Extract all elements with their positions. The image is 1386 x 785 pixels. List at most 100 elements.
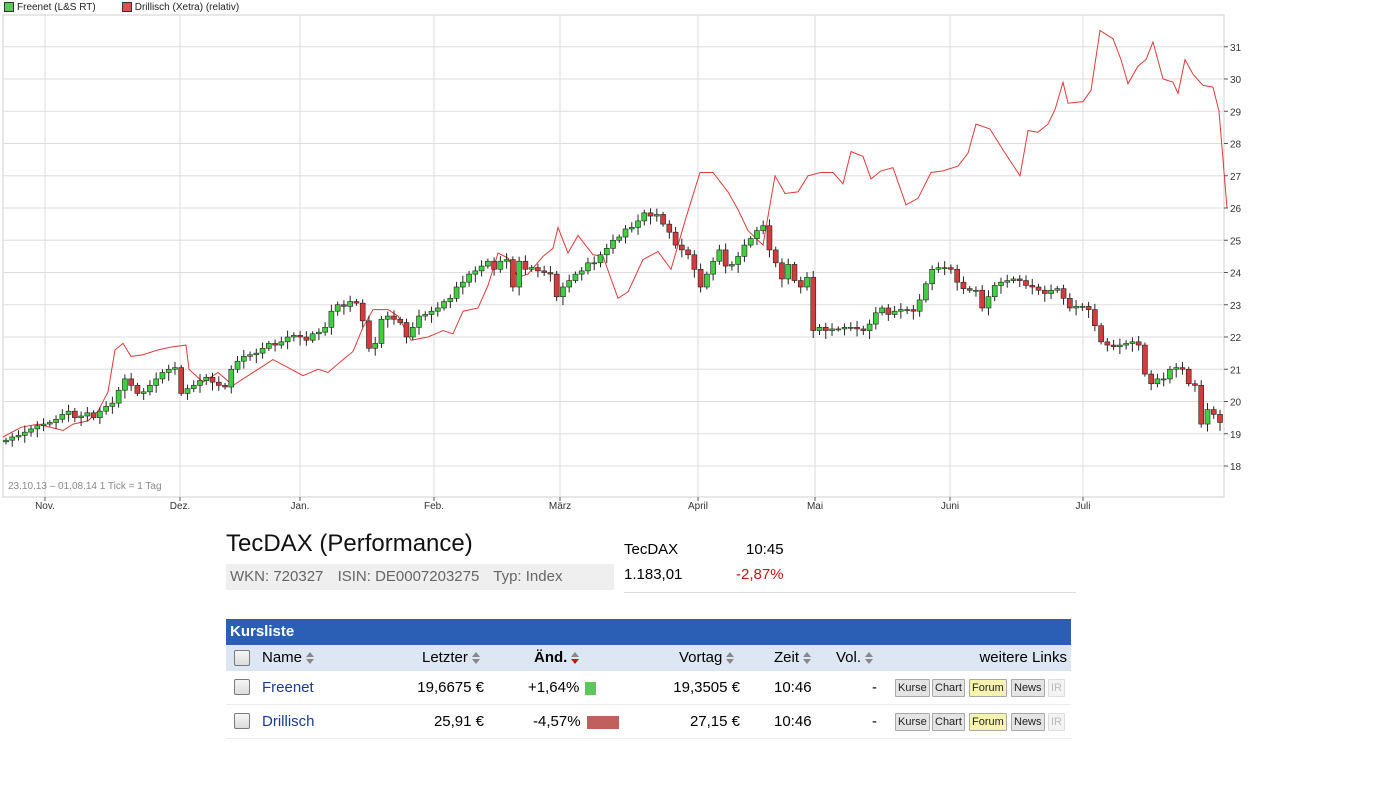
sort-icon[interactable]: [725, 651, 735, 665]
row-letzter: 19,6675 €: [417, 679, 484, 696]
forum-button[interactable]: Forum: [969, 679, 1007, 697]
candle-body: [697, 268, 704, 288]
chart-grid: [2, 14, 1225, 498]
col-zeit[interactable]: Zeit: [774, 645, 812, 671]
y-tick-label: 24: [1230, 269, 1242, 280]
candle-body: [353, 301, 360, 304]
chart-button[interactable]: Chart: [932, 713, 965, 731]
candle: [741, 239, 748, 262]
candle-body: [322, 327, 328, 333]
candle: [729, 261, 735, 271]
candle: [272, 339, 278, 352]
candle-body: [209, 377, 216, 383]
candle: [616, 234, 623, 243]
candle-body: [190, 385, 197, 389]
y-tick-label: 21: [1230, 365, 1242, 376]
candle-body: [397, 318, 404, 323]
candle: [1210, 406, 1217, 419]
candle-body: [804, 277, 810, 288]
candle-body: [541, 270, 547, 273]
candle-body: [791, 264, 798, 281]
candle-body: [378, 318, 385, 344]
candle-body: [59, 414, 66, 420]
candle: [15, 430, 22, 441]
candle-body: [372, 343, 379, 349]
candle: [891, 306, 898, 318]
candle-body: [516, 260, 522, 288]
candle: [1135, 336, 1142, 351]
candle-body: [747, 238, 754, 246]
row-name-link[interactable]: Drillisch: [262, 713, 315, 730]
quote-name: TecDAX: [624, 541, 679, 558]
col-name-label: Name: [262, 649, 303, 666]
candle: [291, 332, 297, 342]
candle: [140, 387, 147, 400]
sort-icon[interactable]: [305, 651, 315, 665]
candle-body: [184, 388, 191, 394]
row-checkbox[interactable]: [234, 713, 250, 729]
candle: [935, 262, 942, 273]
candle-body: [779, 262, 785, 280]
row-vortag: 27,15 €: [689, 713, 740, 730]
candle-body: [816, 327, 823, 331]
date-range-label: 23.10.13 – 01.08.14 1 Tick = 1 Tag: [8, 481, 162, 492]
candle: [816, 324, 823, 336]
x-tick-label: Juli: [1075, 501, 1090, 512]
index-title: TecDAX (Performance): [226, 530, 473, 557]
candle: [103, 401, 109, 415]
candle: [240, 349, 247, 369]
candle: [804, 272, 810, 291]
candle-body: [278, 341, 285, 346]
row-checkbox[interactable]: [234, 679, 250, 695]
kurse-button[interactable]: Kurse: [895, 713, 930, 731]
change-bar: [585, 681, 597, 695]
sort-desc-icon[interactable]: [570, 651, 580, 665]
candle: [247, 351, 253, 361]
candle-body: [585, 262, 591, 272]
select-all-checkbox[interactable]: [234, 650, 250, 666]
candle-body: [228, 368, 235, 388]
candle-body: [153, 378, 159, 386]
col-aend[interactable]: Änd.: [534, 645, 580, 671]
legend-label-freenet: Freenet (L&S RT): [17, 1, 96, 13]
news-button[interactable]: News: [1011, 713, 1045, 731]
candle-body: [704, 273, 710, 288]
candle-body: [522, 260, 529, 270]
candle-body: [941, 267, 948, 269]
candle: [153, 372, 159, 393]
candle-body: [841, 327, 848, 330]
candle: [90, 410, 97, 421]
candle-body: [422, 314, 429, 317]
candle: [916, 294, 923, 317]
wkn-label: WKN: 720327: [230, 568, 324, 585]
news-button[interactable]: News: [1011, 679, 1045, 697]
candle-body: [497, 260, 504, 270]
col-name[interactable]: Name: [262, 645, 315, 671]
candle-body: [316, 331, 322, 335]
candle: [1004, 274, 1011, 288]
candle-body: [1167, 368, 1173, 380]
sort-icon[interactable]: [471, 651, 481, 665]
col-letzter[interactable]: Letzter: [422, 645, 481, 671]
candle: [1092, 303, 1098, 332]
row-name-link[interactable]: Freenet: [262, 679, 314, 696]
chart-button[interactable]: Chart: [932, 679, 965, 697]
candle-body: [547, 272, 554, 275]
candle: [503, 253, 510, 269]
candle-body: [341, 304, 347, 307]
sort-icon[interactable]: [802, 651, 812, 665]
col-vol[interactable]: Vol.: [836, 645, 874, 671]
legend-item-drillisch: Drillisch (Xetra) (relativ): [121, 2, 239, 13]
candle: [578, 267, 585, 281]
candle-body: [566, 280, 572, 288]
candle: [109, 396, 116, 414]
sort-icon[interactable]: [864, 651, 874, 665]
candle: [366, 315, 372, 352]
candle: [553, 270, 560, 302]
forum-button[interactable]: Forum: [969, 713, 1007, 731]
candle: [197, 374, 203, 393]
col-vortag[interactable]: Vortag: [679, 645, 735, 671]
legend-item-freenet: Freenet (L&S RT): [4, 2, 96, 13]
kurse-button[interactable]: Kurse: [895, 679, 930, 697]
candle-body: [1098, 325, 1104, 343]
